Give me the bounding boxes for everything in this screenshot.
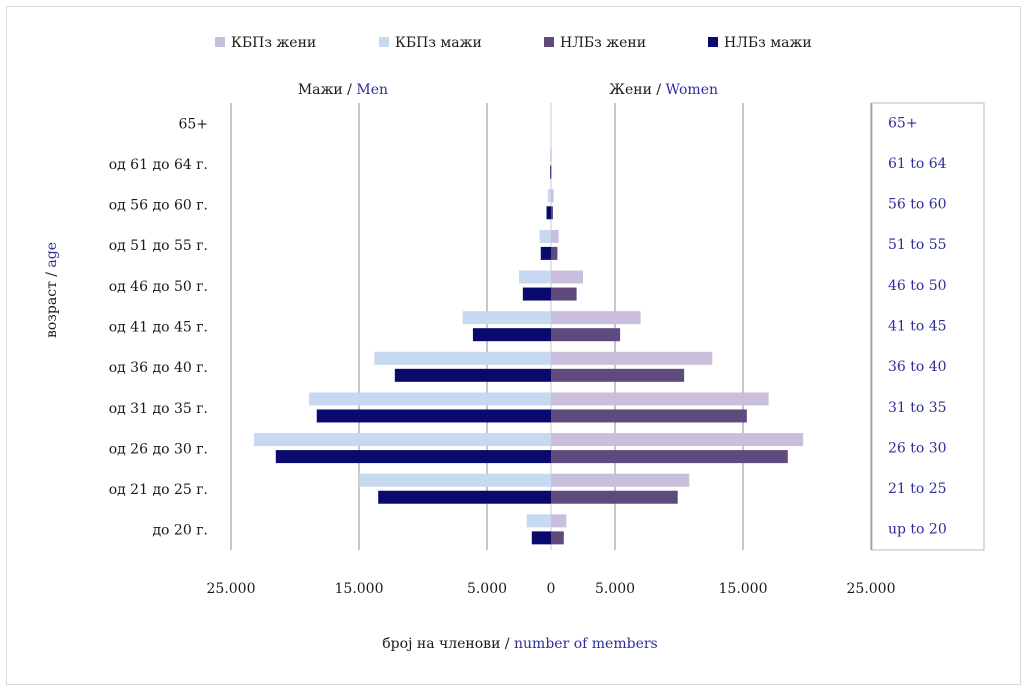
- bar-men-kbpz: [254, 433, 552, 447]
- bar-women-kbpz: [551, 473, 690, 487]
- category-label-en: 51 to 55: [888, 237, 947, 253]
- bar-women-nlbz: [551, 450, 788, 464]
- bar-men-nlbz: [394, 368, 551, 382]
- x-tick-labels: 25.000 15.000 5.000 0 5.000 15.000 25.000: [207, 581, 896, 597]
- bar-men-nlbz: [316, 409, 551, 423]
- category-label: од 31 до 35 г.: [109, 401, 208, 417]
- bar-women-nlbz: [551, 328, 621, 342]
- women-header: Жени / Women: [609, 82, 718, 98]
- bar-women-kbpz: [551, 229, 559, 243]
- category-labels-mk: до 20 г. од 21 до 25 г. од 26 до 30 г. од 3…: [109, 116, 208, 538]
- bar-women-kbpz: [551, 148, 552, 162]
- bar-men-kbpz: [547, 189, 551, 203]
- bar-men-kbpz: [549, 148, 551, 162]
- category-label-en: 56 to 60: [888, 197, 947, 213]
- category-label: 65+: [178, 116, 208, 132]
- category-labels-en: up to 20 21 to 25 26 to 30 31 to 35 36 to 40…: [888, 115, 947, 537]
- category-label: од 41 до 45 г.: [109, 320, 208, 336]
- bar-women-kbpz: [551, 514, 567, 528]
- legend-swatch: [379, 37, 389, 47]
- bar-women-nlbz: [551, 246, 558, 260]
- category-label-en: 21 to 25: [888, 481, 947, 497]
- category-label: од 61 до 64 г.: [109, 157, 208, 173]
- bar-women-nlbz: [551, 287, 577, 301]
- bar-women-nlbz: [551, 531, 564, 545]
- category-label: од 21 до 25 г.: [109, 482, 208, 498]
- bar-women-kbpz: [551, 392, 769, 406]
- bar-men-kbpz: [309, 392, 551, 406]
- bar-men-kbpz: [374, 351, 551, 365]
- legend-swatch: [215, 37, 225, 47]
- bar-men-kbpz: [539, 229, 551, 243]
- legend: КБПз жени КБПз мажи НЛБз жени НЛБз мажи: [215, 35, 812, 51]
- bar-men-kbpz: [462, 311, 551, 325]
- category-label-en: 65+: [888, 115, 918, 131]
- x-tick-label: 0: [547, 581, 556, 597]
- bar-men-nlbz: [472, 328, 551, 342]
- bar-men-nlbz: [550, 165, 551, 179]
- bar-men-nlbz: [540, 246, 551, 260]
- category-label: од 36 до 40 г.: [109, 360, 208, 376]
- category-label: од 46 до 50 г.: [109, 279, 208, 295]
- legend-swatch: [708, 37, 718, 47]
- chart-frame: [6, 6, 1021, 685]
- x-tick-label: 5.000: [467, 581, 507, 597]
- category-label-en: 61 to 64: [888, 156, 947, 172]
- bar-men-kbpz: [519, 270, 551, 284]
- men-header: Мажи / Men: [298, 82, 388, 98]
- category-label: од 26 до 30 г.: [109, 441, 208, 457]
- x-axis-title: број на членови / number of members: [382, 636, 657, 652]
- bar-women-nlbz: [551, 490, 678, 504]
- bar-women-kbpz: [551, 351, 713, 365]
- bars: [254, 148, 804, 545]
- category-label-en: 31 to 35: [888, 400, 947, 416]
- category-label-en: 41 to 45: [888, 319, 947, 335]
- x-tick-label: 25.000: [207, 581, 256, 597]
- category-label: до 20 г.: [152, 523, 208, 539]
- bar-men-nlbz: [546, 206, 551, 220]
- x-tick-label: 25.000: [847, 581, 896, 597]
- legend-label: КБПз жени: [231, 35, 316, 51]
- category-label-en: 26 to 30: [888, 440, 947, 456]
- x-tick-label: 15.000: [335, 581, 384, 597]
- legend-label: КБПз мажи: [395, 35, 482, 51]
- bar-women-kbpz: [551, 270, 583, 284]
- legend-label: НЛБз жени: [560, 35, 646, 51]
- legend-swatch: [544, 37, 554, 47]
- bar-men-nlbz: [522, 287, 551, 301]
- category-label-en: up to 20: [888, 522, 947, 538]
- x-tick-label: 15.000: [719, 581, 768, 597]
- bar-women-kbpz: [551, 311, 641, 325]
- bar-women-nlbz: [551, 409, 747, 423]
- bar-women-kbpz: [551, 433, 804, 447]
- bar-women-nlbz: [551, 368, 685, 382]
- category-label: од 51 до 55 г.: [109, 238, 208, 254]
- category-label-en: 36 to 40: [888, 359, 947, 375]
- bar-men-kbpz: [526, 514, 551, 528]
- legend-label: НЛБз мажи: [724, 35, 812, 51]
- x-tick-label: 5.000: [595, 581, 635, 597]
- english-age-box: [871, 102, 985, 551]
- bar-women-kbpz: [551, 189, 554, 203]
- category-label-en: 46 to 50: [888, 278, 947, 294]
- bar-men-nlbz: [275, 450, 551, 464]
- category-label: од 56 до 60 г.: [109, 198, 208, 214]
- y-axis-title: возраст / age: [44, 242, 60, 338]
- bar-women-nlbz: [551, 206, 553, 220]
- bar-men-kbpz: [359, 473, 551, 487]
- bar-men-nlbz: [531, 531, 551, 545]
- bar-men-nlbz: [378, 490, 551, 504]
